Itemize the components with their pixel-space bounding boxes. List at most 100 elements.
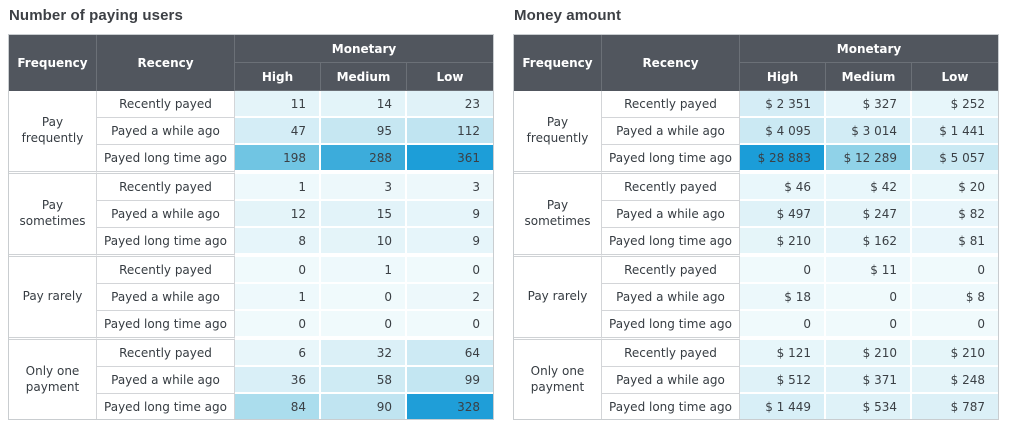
value-cell: 0 <box>407 257 493 284</box>
value-cell: 198 <box>235 145 321 174</box>
frequency-cell: Pay sometimes <box>514 174 602 257</box>
value-cell: 90 <box>321 394 407 419</box>
col-header-low: Low <box>407 63 493 91</box>
value-cell: $ 248 <box>912 367 998 394</box>
frequency-cell: Pay frequently <box>514 91 602 174</box>
value-cell: $ 371 <box>826 367 912 394</box>
value-cell: $ 210 <box>912 340 998 367</box>
recency-cell: Payed a while ago <box>602 201 740 228</box>
value-cell: $ 3 014 <box>826 118 912 145</box>
value-cell: 9 <box>407 201 493 228</box>
table-row: Payed long time ago $ 28 883 $ 12 289 $ 5 0… <box>514 145 998 174</box>
table-row: Pay sometimes Recently payed $ 46 $ 42 $ 20 <box>514 174 998 257</box>
value-cell: 58 <box>321 367 407 394</box>
value-cell: $ 4 095 <box>740 118 826 145</box>
table-row: Pay sometimes Recently payed 1 3 3 <box>9 174 493 257</box>
value-cell: $ 252 <box>912 91 998 118</box>
value-cell: 10 <box>321 228 407 257</box>
value-cell: 9 <box>407 228 493 257</box>
col-header-high: High <box>235 63 321 91</box>
recency-cell: Recently payed <box>97 174 235 201</box>
value-cell: $ 534 <box>826 394 912 419</box>
value-cell: $ 11 <box>826 257 912 284</box>
col-header-recency: Recency <box>602 35 740 91</box>
value-cell: 6 <box>235 340 321 367</box>
value-cell: 361 <box>407 145 493 174</box>
col-header-high: High <box>740 63 826 91</box>
rfm-table-grid-money: Frequency Recency Monetary High Medium Low Pay… <box>514 35 998 419</box>
table-row: Payed a while ago $ 4 095 $ 3 014 $ 1 441 <box>514 118 998 145</box>
value-cell: 99 <box>407 367 493 394</box>
value-cell: $ 497 <box>740 201 826 228</box>
recency-cell: Payed a while ago <box>602 367 740 394</box>
value-cell: $ 8 <box>912 284 998 311</box>
value-cell: $ 20 <box>912 174 998 201</box>
rfm-dashboard: Number of paying users Frequency Recency Mo… <box>8 5 999 420</box>
recency-cell: Payed long time ago <box>97 228 235 257</box>
frequency-cell: Pay frequently <box>9 91 97 174</box>
value-cell: $ 46 <box>740 174 826 201</box>
recency-cell: Recently payed <box>602 174 740 201</box>
value-cell: 36 <box>235 367 321 394</box>
rfm-table-money: Frequency Recency Monetary High Medium Low Pay… <box>513 34 999 420</box>
value-cell: $ 327 <box>826 91 912 118</box>
frequency-group-3: Pay rarely Recently payed 0 $ 11 0 Payed a wh… <box>514 257 998 340</box>
value-cell: 11 <box>235 91 321 118</box>
value-cell: 112 <box>407 118 493 145</box>
value-cell: 0 <box>321 284 407 311</box>
table-row: Payed a while ago $ 512 $ 371 $ 248 <box>514 367 998 394</box>
table-row: Payed long time ago 0 0 0 <box>514 311 998 340</box>
frequency-cell: Only one payment <box>9 340 97 419</box>
value-cell: $ 18 <box>740 284 826 311</box>
frequency-group-1: Pay frequently Recently payed $ 2 351 $ 327… <box>514 91 998 174</box>
table-title-money: Money amount <box>514 7 622 24</box>
table-panel-money: Money amount Frequency Recency Monetary High… <box>513 5 999 420</box>
value-cell: 32 <box>321 340 407 367</box>
table-row: Payed long time ago 0 0 0 <box>9 311 493 340</box>
value-cell: $ 5 057 <box>912 145 998 174</box>
table-row: Payed a while ago $ 497 $ 247 $ 82 <box>514 201 998 228</box>
value-cell: 0 <box>826 284 912 311</box>
frequency-cell: Pay rarely <box>514 257 602 340</box>
recency-cell: Recently payed <box>97 257 235 284</box>
frequency-group-4: Only one payment Recently payed 6 32 64 Payed… <box>9 340 493 419</box>
recency-cell: Payed long time ago <box>602 311 740 340</box>
recency-cell: Payed a while ago <box>97 118 235 145</box>
table-row: Pay rarely Recently payed 0 $ 11 0 <box>514 257 998 340</box>
value-cell: $ 247 <box>826 201 912 228</box>
value-cell: 3 <box>321 174 407 201</box>
value-cell: $ 12 289 <box>826 145 912 174</box>
table-row: Pay rarely Recently payed 0 1 0 <box>9 257 493 340</box>
table-row: Payed long time ago $ 1 449 $ 534 $ 787 <box>514 394 998 419</box>
value-cell: 0 <box>912 311 998 340</box>
rfm-table-grid-users: Frequency Recency Monetary High Medium Low Pay… <box>9 35 493 419</box>
value-cell: 15 <box>321 201 407 228</box>
table-row: Only one payment Recently payed 6 32 64 <box>9 340 493 419</box>
value-cell: 12 <box>235 201 321 228</box>
table-header-users: Frequency Recency Monetary High Medium Low <box>9 35 493 91</box>
table-header-money: Frequency Recency Monetary High Medium Low <box>514 35 998 91</box>
value-cell: $ 512 <box>740 367 826 394</box>
table-row: Payed a while ago 47 95 112 <box>9 118 493 145</box>
rfm-table-users: Frequency Recency Monetary High Medium Low Pay… <box>8 34 494 420</box>
value-cell: 47 <box>235 118 321 145</box>
col-header-low: Low <box>912 63 998 91</box>
value-cell: $ 28 883 <box>740 145 826 174</box>
col-header-monetary: Monetary <box>740 35 998 63</box>
recency-cell: Payed long time ago <box>97 311 235 340</box>
table-row: Payed a while ago 36 58 99 <box>9 367 493 394</box>
value-cell: $ 82 <box>912 201 998 228</box>
value-cell: $ 81 <box>912 228 998 257</box>
value-cell: $ 210 <box>826 340 912 367</box>
value-cell: $ 121 <box>740 340 826 367</box>
table-row: Payed a while ago $ 18 0 $ 8 <box>514 284 998 311</box>
recency-cell: Payed long time ago <box>602 228 740 257</box>
table-row: Pay frequently Recently payed $ 2 351 $ 327… <box>514 91 998 174</box>
value-cell: 1 <box>321 257 407 284</box>
table-row: Payed a while ago 1 0 2 <box>9 284 493 311</box>
col-header-medium: Medium <box>826 63 912 91</box>
frequency-group-3: Pay rarely Recently payed 0 1 0 Payed a while… <box>9 257 493 340</box>
value-cell: 0 <box>235 257 321 284</box>
table-row: Payed long time ago 84 90 328 <box>9 394 493 419</box>
recency-cell: Payed long time ago <box>97 145 235 174</box>
